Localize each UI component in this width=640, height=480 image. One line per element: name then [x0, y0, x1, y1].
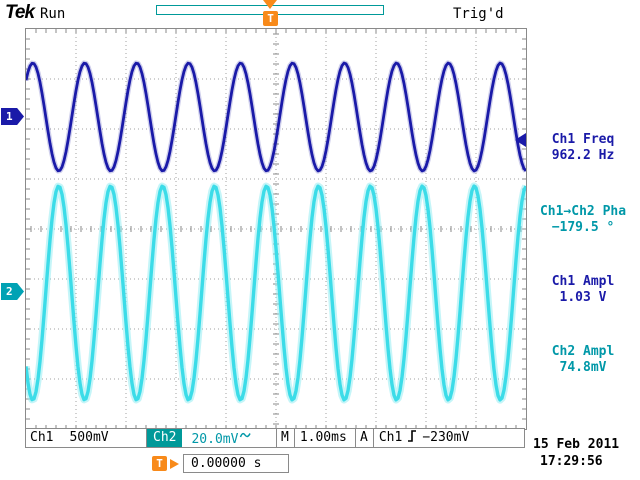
waveform-plot: [26, 29, 526, 429]
measurement-ch1-ch2-phase: Ch1→Ch2 Pha −179.5 °: [527, 204, 639, 236]
tek-logo: Tek: [5, 2, 35, 23]
measurement-ch2-ampl: Ch2 Ampl 74.8mV: [527, 344, 639, 376]
trigger-delay-arrow-icon: [170, 459, 179, 469]
timebase-label: M: [281, 430, 289, 445]
trigger-delay-badge: T: [152, 456, 167, 471]
measurement-label: Ch2 Ampl: [551, 344, 615, 359]
trigger-position-badge: T: [263, 11, 278, 26]
ch1-ground-marker: 1: [1, 108, 24, 125]
ch2-scale-readout: Ch2 20.0mV: [146, 428, 277, 448]
ch2-label: Ch2: [147, 429, 183, 447]
measurement-label: Ch1 Freq: [551, 132, 615, 147]
time-readout: 17:29:56: [540, 454, 603, 469]
trigger-level: −230mV: [422, 430, 470, 445]
trigger-source: Ch1: [378, 430, 403, 445]
trigger-status: Trig'd: [453, 6, 504, 22]
measurement-value: −179.5 °: [551, 220, 615, 235]
divider: [293, 429, 295, 447]
divider: [372, 429, 374, 447]
timebase-value: 1.00ms: [299, 430, 347, 445]
ch2-scale: 20.0mV: [191, 432, 239, 447]
ch2-ground-marker: 2: [1, 283, 24, 300]
rising-edge-icon: [407, 430, 417, 447]
timebase-readout: M 1.00ms: [276, 428, 356, 448]
measurement-ch1-freq: Ch1 Freq 962.2 Hz: [527, 132, 639, 164]
measurement-value: 962.2 Hz: [551, 148, 615, 163]
ch1-scale-readout: Ch1 500mV: [25, 428, 147, 448]
measurement-value: 1.03 V: [559, 290, 607, 305]
graticule: [25, 28, 527, 430]
ch1-scale: 500mV: [69, 430, 109, 445]
acquisition-status: Run: [40, 6, 66, 22]
measurement-value: 74.8mV: [559, 360, 607, 375]
trigger-delay-readout: 0.00000 s: [183, 454, 289, 473]
ac-coupling-icon: [239, 430, 252, 445]
date-readout: 15 Feb 2011: [533, 437, 620, 452]
measurement-ch1-ampl: Ch1 Ampl 1.03 V: [527, 274, 639, 306]
trigger-settings-readout: A Ch1 −230mV: [355, 428, 525, 448]
ch1-label: Ch1: [30, 430, 54, 445]
trigger-group-label: A: [360, 430, 368, 445]
measurement-label: Ch1→Ch2 Pha: [539, 204, 627, 219]
measurement-label: Ch1 Ampl: [551, 274, 615, 289]
trigger-position-arrow-icon: [263, 0, 277, 9]
